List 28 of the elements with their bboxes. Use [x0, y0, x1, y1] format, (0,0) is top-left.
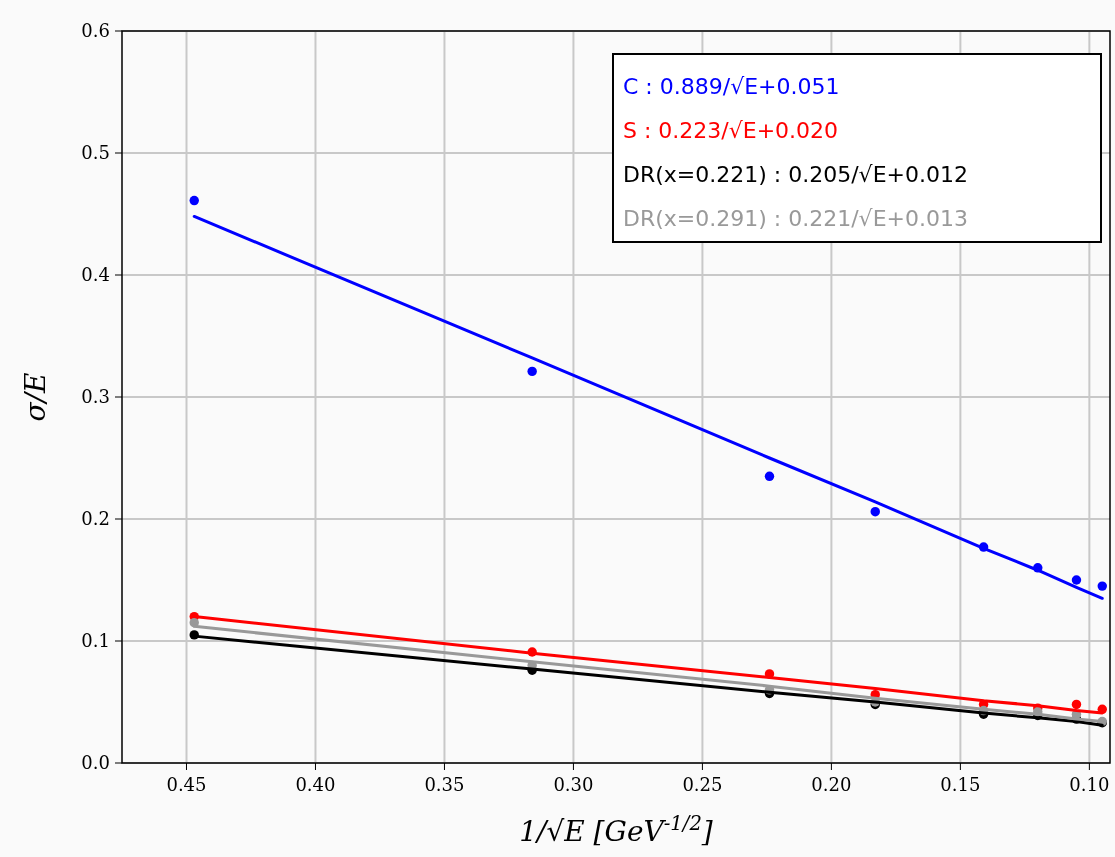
x-tick-label: 0.25 [682, 774, 723, 795]
x-tick-label: 0.10 [1069, 774, 1110, 795]
y-axis-title: σ/E [19, 372, 52, 422]
point [764, 471, 775, 482]
text: DR(x=0.291) : 0.221/√E+0.013 [623, 206, 968, 231]
x-tick-label: 0.30 [553, 774, 594, 795]
y-tick-label: 0.4 [81, 264, 110, 285]
x-tick-label: 0.35 [424, 774, 465, 795]
x-axis-title: 1/√E [GeV$^{-1/2}$] [519, 811, 713, 848]
x-tick-label: 0.20 [811, 774, 852, 795]
point [870, 506, 880, 517]
text: S : 0.223/√E+0.020 [623, 118, 839, 143]
y-tick-label: 0.6 [81, 20, 110, 41]
x-tick-label: 0.40 [295, 774, 336, 795]
y-tick-label: 0.1 [81, 630, 110, 651]
x-tick-label: 0.45 [166, 774, 207, 795]
point [1097, 581, 1107, 591]
point [1071, 575, 1082, 585]
point [1071, 699, 1082, 710]
y-tick-label: 0.2 [81, 508, 110, 529]
text: C : 0.889/√E+0.051 [623, 74, 840, 99]
point [527, 366, 537, 377]
text: DR(x=0.221) : 0.205/√E+0.012 [623, 162, 968, 187]
point [189, 195, 199, 206]
y-tick-label: 0.3 [81, 386, 110, 407]
y-tick-label: 0.5 [81, 142, 110, 163]
y-tick-label: 0.0 [81, 752, 110, 773]
x-tick-label: 0.15 [940, 774, 981, 795]
